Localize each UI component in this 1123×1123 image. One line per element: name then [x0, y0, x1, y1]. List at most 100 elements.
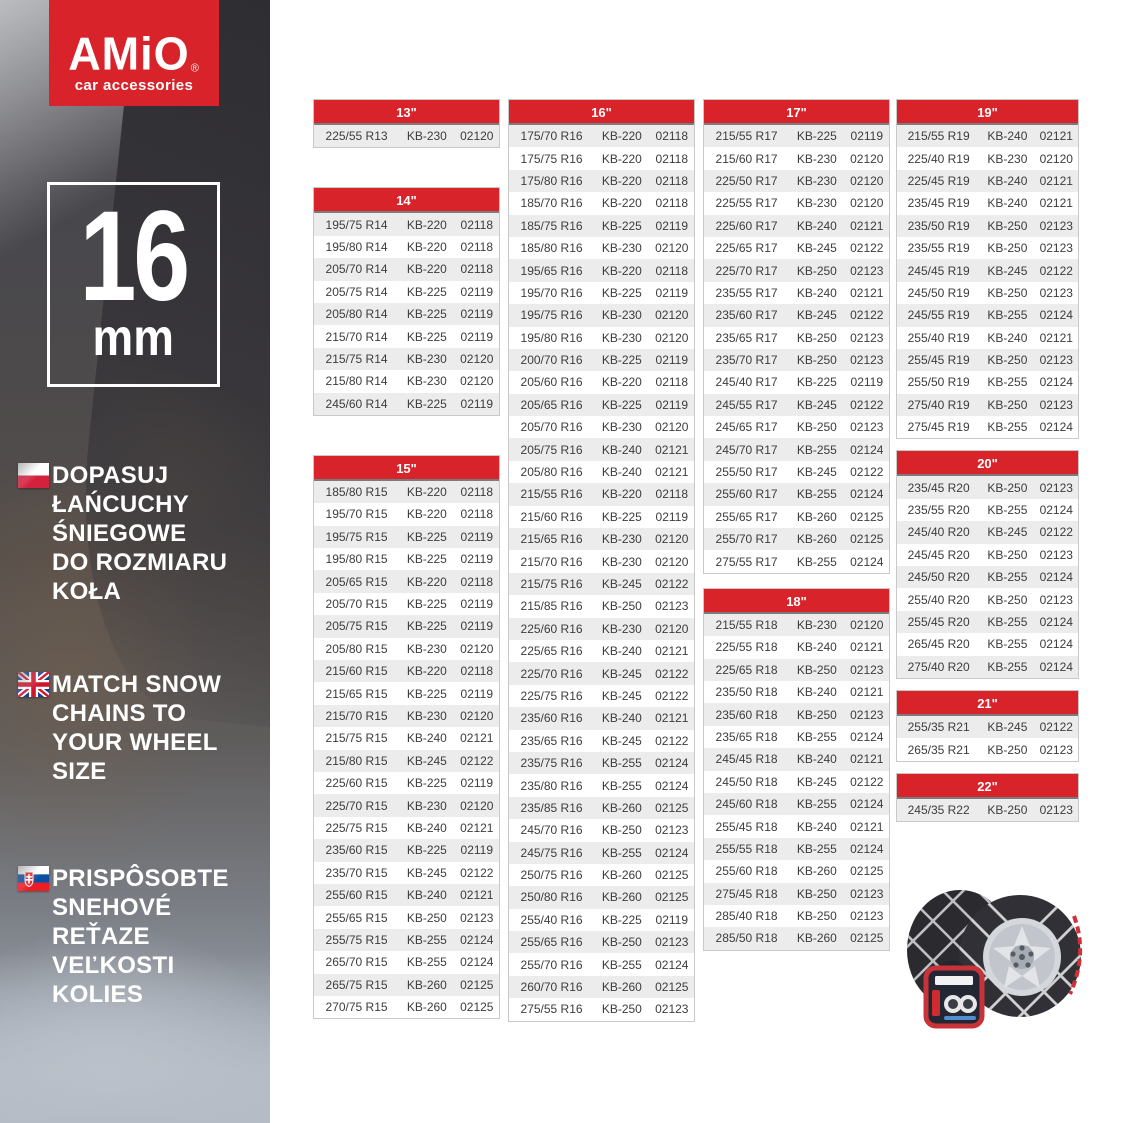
chain-code: KB-250	[987, 802, 1028, 817]
article-number: 02119	[460, 619, 494, 634]
article-number: 02121	[850, 218, 884, 233]
message-english: MATCH SNOW CHAINS TO YOUR WHEEL SIZE	[18, 670, 250, 786]
tire-size: 255/45 R20	[907, 615, 970, 629]
chain-code: KB-220	[601, 196, 642, 211]
article-number: 02123	[850, 886, 884, 901]
article-number: 02119	[655, 509, 689, 524]
table-row: 195/70 R16 KB-225 02119	[509, 281, 694, 305]
chain-code: KB-245	[601, 577, 642, 591]
table-row: 245/70 R16 KB-250 02123	[509, 819, 694, 842]
table-row: 205/70 R14 KB-220 02118	[314, 258, 499, 281]
article-number: 02123	[1039, 480, 1073, 495]
tire-size: 275/45 R18	[715, 886, 778, 901]
tire-size: 225/55 R18	[715, 640, 778, 655]
chain-bag	[923, 961, 985, 1029]
tire-size: 255/70 R16	[520, 957, 583, 972]
tire-size: 215/70 R16	[520, 554, 583, 569]
article-number: 02118	[655, 151, 689, 166]
chain-code: KB-250	[796, 353, 837, 368]
message-text: PRISPÔSOBTE SNEHOVÉ REŤAZE VEĽKOSTI KOLIES	[52, 865, 229, 1008]
chain-code: KB-250	[987, 218, 1028, 233]
table-row: 205/65 R15 KB-220 02118	[314, 570, 499, 593]
chain-code: KB-230	[601, 308, 642, 323]
table-column-4: 19" 215/55 R19 KB-240 02121 225/40 R19 KB-230…	[896, 99, 1079, 823]
table-row: 245/40 R20 KB-245 02122	[897, 521, 1078, 544]
tire-size: 235/60 R16	[520, 711, 583, 726]
article-number: 02122	[460, 865, 494, 880]
chain-code: KB-220	[601, 173, 642, 188]
article-number: 02123	[1039, 218, 1073, 233]
tire-size: 255/40 R16	[520, 912, 583, 927]
table-row: 215/85 R16 KB-250 02123	[509, 595, 694, 618]
article-number: 02119	[460, 597, 494, 612]
chain-code: KB-240	[406, 731, 447, 746]
brand-logo: AMiO® car accessories	[49, 0, 219, 106]
chain-code: KB-260	[796, 864, 837, 879]
table-row: 195/75 R16 KB-230 02120	[509, 304, 694, 327]
article-number: 02118	[460, 574, 494, 589]
tire-size: 255/55 R18	[715, 841, 778, 856]
tire-size: 235/55 R19	[907, 241, 970, 256]
article-number: 02120	[655, 330, 689, 345]
article-number: 02118	[460, 485, 494, 500]
tire-size: 255/50 R17	[715, 465, 778, 480]
table-row: 205/75 R16 KB-240 02121	[509, 438, 694, 461]
chain-code: KB-240	[987, 129, 1028, 144]
chain-code: KB-255	[796, 797, 837, 812]
tire-size: 235/50 R18	[715, 685, 778, 700]
size-table-13in: 13" 225/55 R13 KB-230 02120	[313, 99, 500, 149]
tire-size: 225/60 R16	[520, 621, 583, 636]
table-row: 225/60 R15 KB-225 02119	[314, 771, 499, 795]
table-row: 235/80 R16 KB-255 02124	[509, 774, 694, 797]
tire-size: 235/60 R15	[325, 843, 388, 858]
table-row: 245/70 R17 KB-255 02124	[704, 438, 889, 461]
tire-size: 235/50 R19	[907, 218, 970, 233]
article-number: 02121	[655, 465, 689, 480]
article-number: 02123	[850, 330, 884, 345]
chain-code: KB-225	[406, 619, 447, 634]
table-row: 245/45 R20 KB-250 02123	[897, 543, 1078, 567]
table-row: 215/55 R17 KB-225 02119	[704, 125, 889, 148]
table-row: 215/60 R17 KB-230 02120	[704, 147, 889, 170]
article-number: 02121	[655, 442, 689, 457]
chain-code: KB-260	[796, 931, 837, 946]
chain-code: KB-255	[987, 637, 1028, 652]
chain-code: KB-220	[406, 239, 447, 254]
table-row: 235/60 R18 KB-250 02123	[704, 703, 889, 726]
tire-size: 215/80 R14	[325, 374, 388, 389]
tire-size: 245/60 R14	[325, 396, 388, 411]
tire-size: 225/70 R17	[715, 263, 778, 278]
tire-size: 185/75 R16	[520, 218, 583, 233]
chain-code: KB-230	[406, 641, 447, 656]
table-row: 245/60 R14 KB-225 02119	[314, 392, 499, 415]
chain-code: KB-240	[601, 465, 642, 480]
article-number: 02125	[850, 931, 884, 946]
chain-code: KB-230	[601, 621, 642, 636]
tire-size: 215/85 R16	[520, 599, 583, 614]
table-row: 275/40 R19 KB-250 02123	[897, 393, 1078, 417]
article-number: 02124	[850, 841, 884, 856]
chain-code: KB-225	[601, 353, 642, 368]
tire-size: 245/50 R18	[715, 774, 778, 789]
poland-flag-icon	[18, 463, 49, 488]
tire-size: 225/75 R16	[520, 688, 583, 703]
table-row: 235/55 R17 KB-240 02121	[704, 281, 889, 305]
article-number: 02124	[850, 442, 884, 457]
table-row: 235/70 R15 KB-245 02122	[314, 861, 499, 884]
chain-code: KB-240	[796, 819, 837, 834]
message-text: MATCH SNOW CHAINS TO YOUR WHEEL SIZE	[52, 671, 222, 785]
table-row: 215/80 R15 KB-245 02122	[314, 749, 499, 772]
chain-code: KB-240	[796, 218, 837, 233]
article-number: 02120	[460, 374, 494, 389]
chain-code: KB-250	[796, 707, 837, 722]
chain-code: KB-230	[406, 351, 447, 366]
tire-size: 245/35 R22	[907, 802, 970, 817]
tire-size: 235/60 R18	[715, 707, 778, 722]
article-number: 02122	[850, 774, 884, 789]
table-row: 235/45 R19 KB-240 02121	[897, 192, 1078, 215]
table-row: 200/70 R16 KB-225 02119	[509, 348, 694, 372]
chain-code: KB-225	[601, 285, 642, 300]
chain-code: KB-225	[406, 529, 447, 544]
tire-size: 175/70 R16	[520, 129, 583, 144]
